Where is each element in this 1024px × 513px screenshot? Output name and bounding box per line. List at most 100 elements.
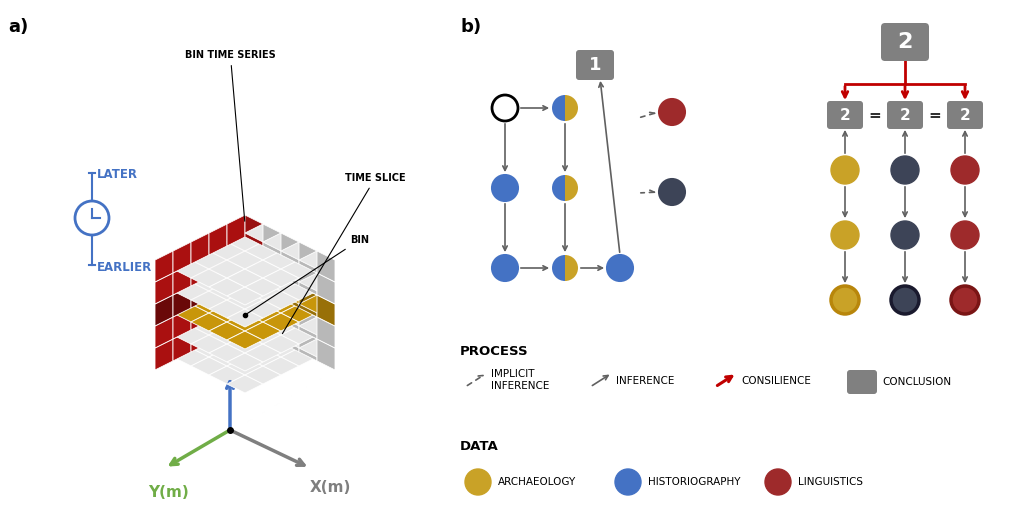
Polygon shape (245, 300, 281, 318)
Polygon shape (227, 259, 263, 277)
Polygon shape (209, 290, 227, 321)
Polygon shape (281, 326, 317, 344)
Polygon shape (263, 339, 299, 357)
Polygon shape (299, 264, 317, 295)
Polygon shape (263, 277, 299, 295)
Polygon shape (245, 224, 281, 242)
Polygon shape (227, 295, 263, 313)
Circle shape (492, 95, 518, 121)
Polygon shape (173, 260, 209, 278)
Text: CONCLUSION: CONCLUSION (882, 377, 951, 387)
Polygon shape (209, 290, 245, 308)
Polygon shape (191, 321, 209, 352)
Polygon shape (191, 233, 227, 251)
Text: Y(m): Y(m) (148, 485, 188, 500)
Polygon shape (155, 317, 173, 348)
Polygon shape (173, 282, 209, 300)
Text: IMPLICIT
INFERENCE: IMPLICIT INFERENCE (490, 369, 549, 391)
Polygon shape (245, 344, 281, 362)
Polygon shape (209, 300, 245, 318)
Polygon shape (173, 242, 209, 260)
Text: HISTORIOGRAPHY: HISTORIOGRAPHY (648, 477, 740, 487)
Text: =: = (929, 108, 941, 123)
FancyBboxPatch shape (847, 370, 877, 394)
Polygon shape (155, 317, 191, 335)
Polygon shape (209, 348, 245, 366)
Text: PROCESS: PROCESS (460, 345, 528, 358)
Polygon shape (191, 233, 209, 264)
Circle shape (615, 469, 641, 495)
Polygon shape (191, 317, 227, 335)
Text: ARCHAEOLOGY: ARCHAEOLOGY (498, 477, 577, 487)
Polygon shape (227, 299, 263, 317)
Polygon shape (263, 273, 299, 291)
Polygon shape (245, 366, 281, 384)
Polygon shape (227, 233, 263, 251)
Polygon shape (191, 313, 227, 331)
Wedge shape (552, 175, 565, 201)
Polygon shape (299, 308, 317, 339)
Polygon shape (209, 366, 245, 384)
Polygon shape (245, 281, 263, 312)
FancyBboxPatch shape (827, 101, 863, 129)
Polygon shape (317, 251, 335, 282)
Polygon shape (191, 251, 227, 269)
Polygon shape (191, 255, 227, 273)
Polygon shape (209, 304, 245, 322)
Circle shape (951, 221, 979, 249)
Polygon shape (245, 237, 263, 268)
Polygon shape (191, 273, 227, 291)
Polygon shape (281, 330, 317, 348)
Polygon shape (227, 335, 263, 353)
Polygon shape (191, 291, 227, 309)
Circle shape (831, 286, 859, 314)
Polygon shape (299, 286, 317, 317)
Polygon shape (227, 313, 263, 331)
Polygon shape (281, 299, 299, 330)
Polygon shape (173, 330, 209, 348)
Polygon shape (263, 321, 299, 339)
Polygon shape (191, 321, 227, 339)
Polygon shape (263, 224, 281, 255)
Polygon shape (281, 308, 317, 326)
Circle shape (891, 156, 919, 184)
Wedge shape (552, 255, 565, 281)
Polygon shape (299, 330, 317, 361)
Polygon shape (227, 353, 263, 371)
Text: BIN: BIN (248, 235, 369, 313)
Polygon shape (209, 344, 245, 362)
Polygon shape (281, 286, 317, 304)
FancyBboxPatch shape (887, 101, 923, 129)
Polygon shape (173, 286, 209, 304)
Polygon shape (209, 282, 245, 300)
Polygon shape (209, 224, 245, 242)
Polygon shape (173, 264, 209, 282)
Polygon shape (263, 335, 299, 353)
FancyBboxPatch shape (947, 101, 983, 129)
Polygon shape (155, 273, 191, 291)
Polygon shape (263, 317, 299, 335)
Circle shape (891, 286, 919, 314)
Polygon shape (227, 357, 263, 375)
Polygon shape (263, 295, 299, 313)
Polygon shape (227, 215, 245, 246)
Polygon shape (173, 326, 209, 344)
Circle shape (607, 255, 633, 281)
Polygon shape (173, 264, 191, 295)
Polygon shape (209, 246, 227, 277)
FancyBboxPatch shape (881, 23, 929, 61)
Polygon shape (209, 268, 245, 286)
Polygon shape (209, 330, 245, 348)
Polygon shape (173, 304, 209, 322)
Polygon shape (155, 273, 173, 304)
Polygon shape (209, 326, 245, 344)
Text: LINGUISTICS: LINGUISTICS (798, 477, 863, 487)
Polygon shape (245, 330, 281, 348)
Polygon shape (245, 246, 281, 264)
Polygon shape (227, 375, 263, 393)
Polygon shape (227, 281, 245, 312)
Polygon shape (209, 312, 245, 330)
Polygon shape (281, 233, 299, 264)
Circle shape (831, 156, 859, 184)
Wedge shape (565, 95, 578, 121)
